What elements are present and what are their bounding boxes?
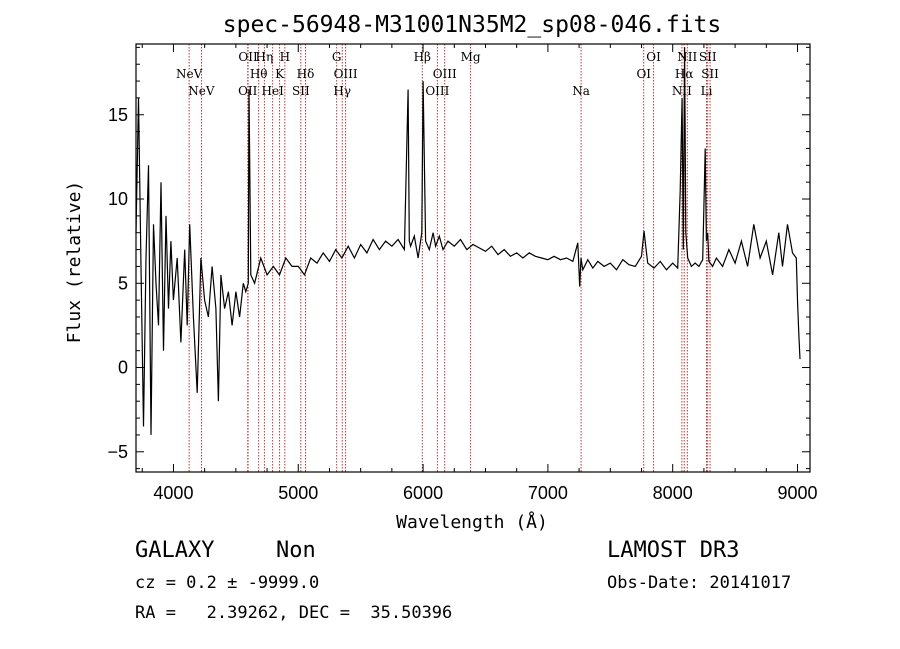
- line-label-1: NeV: [176, 67, 203, 81]
- y-axis-ticks: −5 0 5 10 15: [107, 46, 810, 470]
- object-subclass: Non: [276, 538, 316, 563]
- x-axis-label: Wavelength (Å): [396, 511, 548, 533]
- line-label-0: NeV: [188, 84, 215, 98]
- spectrum-line: [135, 47, 801, 435]
- plot-frame: [135, 43, 811, 473]
- line-label-23: NII: [672, 84, 692, 98]
- line-label-13: Hγ: [333, 84, 351, 98]
- x-tick-label: 6000: [403, 483, 443, 503]
- x-tick-label: 9000: [777, 483, 817, 503]
- line-label-25: SII: [701, 67, 719, 81]
- spectrum-chart: spec-56948-M31001N35M2_sp08-046.fits NeV…: [64, 12, 818, 533]
- line-label-24: SII: [699, 50, 717, 64]
- line-label-5: Hθ: [250, 67, 268, 81]
- emission-line-labels: NeVNeVOIIOIIHηHθHKHeIHδSIIGOIIIHγHβOIIIO…: [176, 50, 719, 98]
- object-class: GALAXY: [135, 538, 215, 563]
- survey-name: LAMOST DR3: [607, 538, 740, 563]
- y-tick-label: 5: [118, 273, 128, 293]
- line-label-18: Na: [572, 84, 590, 98]
- x-tick-label: 7000: [528, 483, 568, 503]
- line-label-9: Hδ: [297, 67, 315, 81]
- line-label-7: K: [275, 67, 285, 81]
- line-label-21: NII: [677, 50, 697, 64]
- obs-date: Obs-Date: 20141017: [607, 573, 792, 593]
- x-tick-label: 8000: [653, 483, 693, 503]
- x-tick-label: 5000: [278, 483, 318, 503]
- line-label-2: OII: [238, 84, 258, 98]
- line-label-8: HeI: [262, 84, 285, 98]
- line-label-10: SII: [292, 84, 310, 98]
- line-label-11: G: [332, 50, 342, 64]
- chart-title: spec-56948-M31001N35M2_sp08-046.fits: [223, 12, 722, 38]
- line-label-17: Mg: [461, 50, 481, 64]
- line-label-15: OIII: [433, 67, 457, 81]
- line-label-6: H: [280, 50, 290, 64]
- line-label-4: Hη: [256, 50, 274, 64]
- line-label-26: Li: [701, 84, 713, 98]
- y-tick-label: −5: [107, 442, 128, 462]
- cz-value: cz = 0.2 ± -9999.0: [135, 573, 320, 593]
- y-tick-label: 15: [108, 105, 128, 125]
- line-label-3: OII: [238, 50, 258, 64]
- x-axis-ticks: 4000 5000 6000 7000 8000 9000: [141, 44, 818, 503]
- ra-dec: RA = 2.39262, DEC = 35.50396: [135, 603, 453, 623]
- y-tick-label: 0: [118, 358, 128, 378]
- line-label-16: OIII: [425, 84, 449, 98]
- line-label-12: OIII: [334, 67, 358, 81]
- y-tick-label: 10: [108, 189, 128, 209]
- line-label-14: Hβ: [414, 50, 431, 64]
- line-label-20: OI: [636, 67, 651, 81]
- y-axis-label: Flux (relative): [64, 181, 85, 344]
- line-label-19: OI: [646, 50, 661, 64]
- x-tick-label: 4000: [153, 483, 193, 503]
- emission-line-markers: [188, 44, 711, 472]
